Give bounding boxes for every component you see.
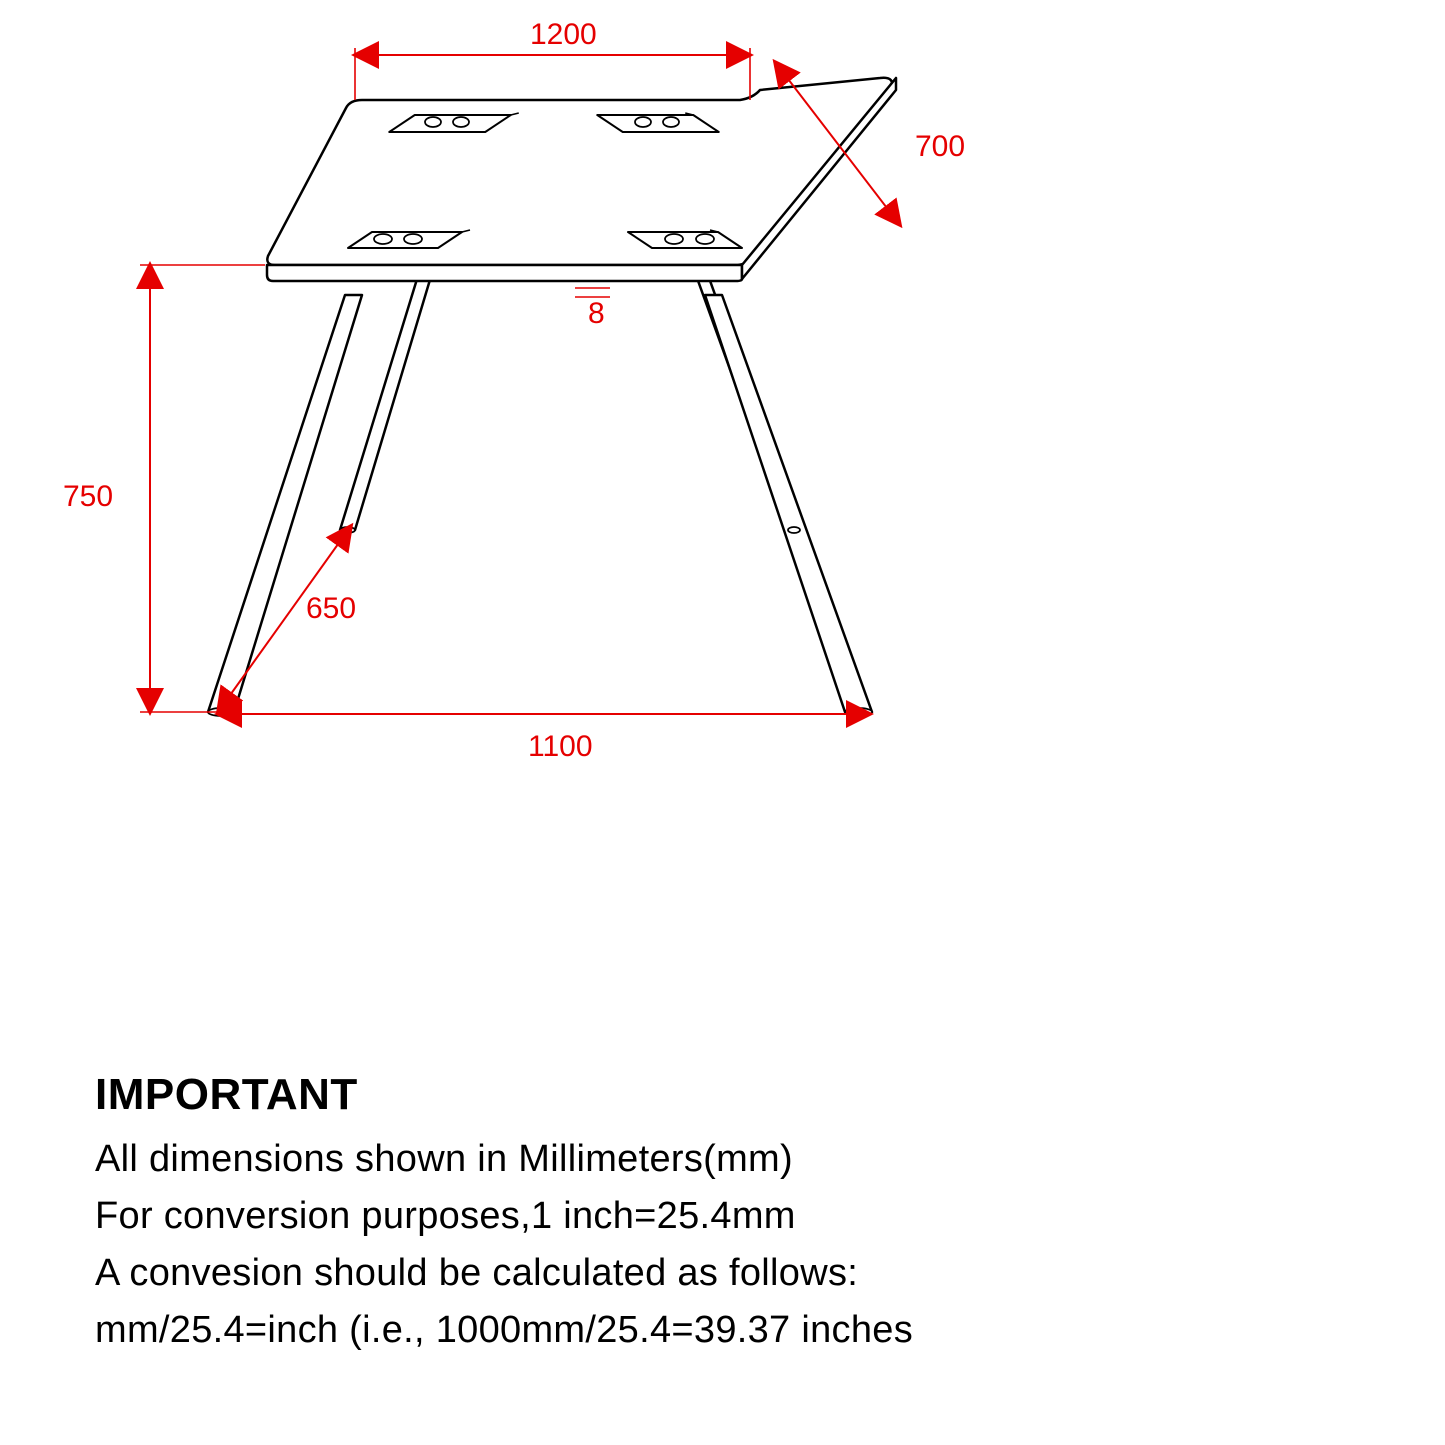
dim-top-width: 1200 (530, 18, 597, 52)
notes-line: For conversion purposes,1 inch=25.4mm (95, 1195, 1345, 1238)
notes-line: All dimensions shown in Millimeters(mm) (95, 1138, 1345, 1181)
notes-title: IMPORTANT (95, 1070, 1345, 1120)
table-diagram-svg (0, 0, 1445, 900)
dim-thickness: 8 (588, 297, 605, 331)
notes-block: IMPORTANT All dimensions shown in Millim… (95, 1070, 1345, 1366)
dim-leg-depth: 650 (306, 592, 356, 626)
notes-line: mm/25.4=inch (i.e., 1000mm/25.4=39.37 in… (95, 1309, 1345, 1352)
notes-line: A convesion should be calculated as foll… (95, 1252, 1345, 1295)
dim-height: 750 (63, 480, 113, 514)
dim-top-depth: 700 (915, 130, 965, 164)
diagram-canvas: 1200 700 8 750 650 1100 IMPORTANT All di… (0, 0, 1445, 1445)
dim-leg-width: 1100 (528, 730, 593, 764)
